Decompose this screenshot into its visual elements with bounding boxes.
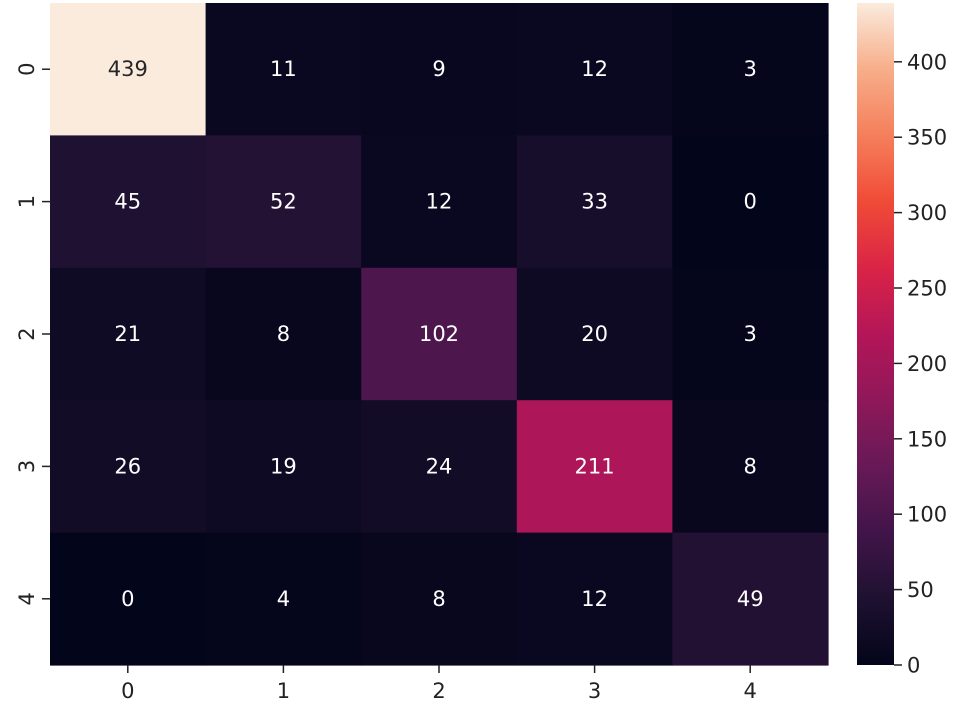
heatmap-cell-r2-c3 [516,267,673,401]
heatmap-cell-r2-c0 [50,267,207,401]
y-tick-label-4: 4 [15,592,39,605]
y-axis: 0 1 2 3 4 [15,63,50,605]
cell-annotation-r0-c0: 439 [108,57,148,81]
y-tick-label-2: 2 [15,327,39,340]
heatmap-cell-r3-c4 [672,400,829,534]
heatmap-cell-r3-c2 [361,400,518,534]
cell-annotation-r0-c3: 12 [581,57,608,81]
cell-annotation-r2-c2: 102 [419,322,459,346]
colorbar-tick-label-2: 100 [907,503,947,527]
cell-annotation-r1-c2: 12 [426,190,453,214]
heatmap-cell-r0-c3 [516,3,673,136]
colorbar-tick-label-3: 150 [907,427,947,451]
heatmap-cell-r3-c0 [50,400,207,534]
heatmap-cell-r2-c4 [672,267,829,401]
heatmap-cell-r4-c3 [516,532,673,666]
colorbar-tick-label-0: 0 [907,654,920,678]
heatmap-cell-r4-c0 [50,532,207,666]
heatmap-cell-r1-c3 [516,135,673,269]
heatmap-cell-r2-c2 [361,267,518,401]
heatmap-cell-r0-c0 [50,3,207,136]
y-tick-label-0: 0 [15,63,39,76]
cell-annotations: 439 11 9 12 3 45 52 12 33 0 21 8 102 20 3 26 19 24 211 8 0 4 8… [108,57,764,611]
heatmap-cell-r0-c2 [361,3,518,136]
colorbar-tick-label-6: 300 [907,201,947,225]
cell-annotation-r2-c3: 20 [581,322,608,346]
cell-annotation-r1-c4: 0 [744,190,757,214]
cell-annotation-r3-c2: 24 [426,454,453,478]
colorbar-tick-label-1: 50 [907,578,934,602]
heatmap-cell-r0-c4 [672,3,829,136]
cell-annotation-r4-c1: 4 [277,587,290,611]
x-tick-label-1: 1 [277,679,290,703]
colorbar-tick-label-4: 200 [907,352,947,376]
cell-annotation-r4-c4: 49 [737,587,764,611]
heatmap-cell-r4-c1 [205,532,362,666]
colorbar-tick-label-7: 350 [907,126,947,150]
x-tick-label-3: 3 [588,679,601,703]
cell-annotation-r2-c1: 8 [277,322,290,346]
cell-annotation-r2-c4: 3 [744,322,757,346]
cell-annotation-r3-c1: 19 [270,454,297,478]
heatmap-cell-r2-c1 [205,267,362,401]
cell-annotation-r2-c0: 21 [114,322,141,346]
heatmap-cell-r1-c0 [50,135,207,269]
x-tick-label-2: 2 [432,679,445,703]
cell-annotation-r3-c3: 211 [575,454,615,478]
cell-annotation-r1-c1: 52 [270,190,297,214]
x-tick-label-4: 4 [744,679,757,703]
cell-annotation-r3-c4: 8 [744,454,757,478]
heatmap-cell-r1-c4 [672,135,829,269]
cell-annotation-r4-c3: 12 [581,587,608,611]
heatmap-cell-r1-c2 [361,135,518,269]
x-axis: 0 1 2 3 4 [121,665,757,703]
heatmap-cell-r3-c3 [516,400,673,534]
cell-annotation-r0-c4: 3 [744,57,757,81]
cell-annotation-r4-c0: 0 [121,587,134,611]
y-tick-label-1: 1 [15,195,39,208]
cell-annotation-r1-c0: 45 [114,190,141,214]
colorbar: 0 50 100 150 200 250 300 350 400 [857,3,947,678]
cell-annotation-r1-c3: 33 [581,190,608,214]
cell-annotation-r3-c0: 26 [114,454,141,478]
x-tick-label-0: 0 [121,679,134,703]
heatmap-cell-r4-c2 [361,532,518,666]
colorbar-tick-label-8: 400 [907,50,947,74]
heatmap-cell-r3-c1 [205,400,362,534]
cell-annotation-r0-c2: 9 [432,57,445,81]
colorbar-tick-label-5: 250 [907,277,947,301]
heatmap-cell-r0-c1 [205,3,362,136]
heatmap-cell-r4-c4 [672,532,829,666]
y-tick-label-3: 3 [15,460,39,473]
cell-annotation-r4-c2: 8 [432,587,445,611]
heatmap-cell-r1-c1 [205,135,362,269]
heatmap-cells [50,3,829,666]
colorbar-gradient [857,3,894,665]
cell-annotation-r0-c1: 11 [270,57,297,81]
